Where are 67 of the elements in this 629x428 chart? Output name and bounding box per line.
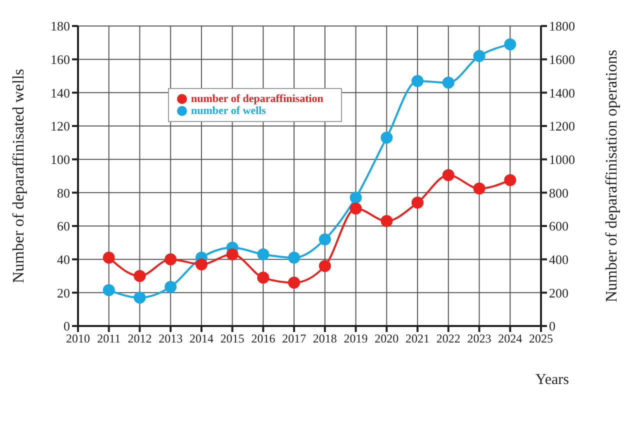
point bbox=[134, 292, 146, 304]
y-tick-label: 100 bbox=[50, 152, 70, 167]
point bbox=[164, 280, 177, 293]
y2-tick-label: 1400 bbox=[549, 85, 575, 100]
point bbox=[412, 196, 424, 209]
x-tick-label: 2019 bbox=[344, 332, 368, 346]
y2-tick-label: 1800 bbox=[549, 18, 575, 34]
point bbox=[350, 192, 362, 204]
y2-tick-label: 200 bbox=[549, 285, 568, 300]
point bbox=[504, 174, 516, 186]
point bbox=[412, 75, 424, 87]
legend-label: number of wells bbox=[191, 105, 266, 117]
x-tick-label: 2011 bbox=[97, 332, 121, 346]
point bbox=[504, 38, 516, 50]
point bbox=[380, 215, 393, 227]
y-tick-label: 40 bbox=[57, 252, 70, 267]
point bbox=[226, 248, 238, 260]
x-tick-label: 2024 bbox=[498, 332, 522, 346]
y-tick-label: 20 bbox=[57, 285, 70, 300]
point bbox=[102, 252, 115, 264]
x-tick-label: 2025 bbox=[529, 332, 553, 346]
x-tick-label: 2012 bbox=[128, 332, 152, 346]
point bbox=[350, 202, 362, 214]
point bbox=[257, 248, 270, 260]
y-tick-label: 160 bbox=[50, 52, 70, 67]
y2-tick-label: 1600 bbox=[549, 52, 575, 67]
y2-tick-label: 0 bbox=[549, 318, 556, 334]
x-tick-label: 2022 bbox=[436, 332, 460, 346]
point bbox=[288, 276, 300, 289]
point bbox=[195, 258, 208, 270]
x-tick-label: 2016 bbox=[251, 332, 276, 346]
point bbox=[318, 260, 331, 272]
x-tick-label: 2014 bbox=[189, 332, 214, 346]
legend-label: number of deparaffinisation bbox=[191, 93, 324, 105]
x-tick-label: 2023 bbox=[467, 332, 492, 346]
y2-tick-label: 1000 bbox=[549, 152, 575, 167]
x-tick-label: 2017 bbox=[282, 332, 306, 346]
y-tick-label: 80 bbox=[57, 185, 70, 200]
point bbox=[164, 253, 177, 266]
point bbox=[134, 270, 146, 282]
x-tick-label: 2020 bbox=[374, 332, 399, 346]
x-tick-label: 2013 bbox=[158, 332, 183, 346]
y2-tick-label: 600 bbox=[549, 218, 568, 234]
x-tick-label: 2018 bbox=[312, 332, 337, 346]
y2-tick-label: 800 bbox=[549, 185, 568, 200]
y-tick-label: 180 bbox=[50, 18, 70, 34]
point bbox=[380, 132, 393, 144]
point bbox=[257, 272, 270, 284]
x-tick-label: 2015 bbox=[220, 332, 244, 346]
y-tick-label: 140 bbox=[50, 85, 70, 100]
point bbox=[442, 169, 454, 182]
point bbox=[318, 233, 331, 246]
x-tick-label: 2010 bbox=[66, 332, 90, 346]
point bbox=[288, 252, 300, 264]
point bbox=[473, 182, 486, 194]
x-axis-title: Years bbox=[536, 372, 570, 388]
point bbox=[102, 284, 115, 296]
y-tick-label: 120 bbox=[50, 118, 70, 134]
y2-axis-title: Number of deparaffinisation operations bbox=[604, 50, 621, 302]
y-tick-label: 60 bbox=[57, 218, 70, 234]
y-tick-label: 0 bbox=[64, 318, 70, 334]
point bbox=[442, 76, 454, 89]
x-tick-label: 2021 bbox=[406, 332, 430, 346]
point bbox=[473, 50, 486, 62]
y2-tick-label: 400 bbox=[549, 252, 568, 267]
y-axis-title: Number of deparaffinisated wells bbox=[10, 68, 28, 284]
y2-tick-label: 1200 bbox=[549, 118, 575, 134]
